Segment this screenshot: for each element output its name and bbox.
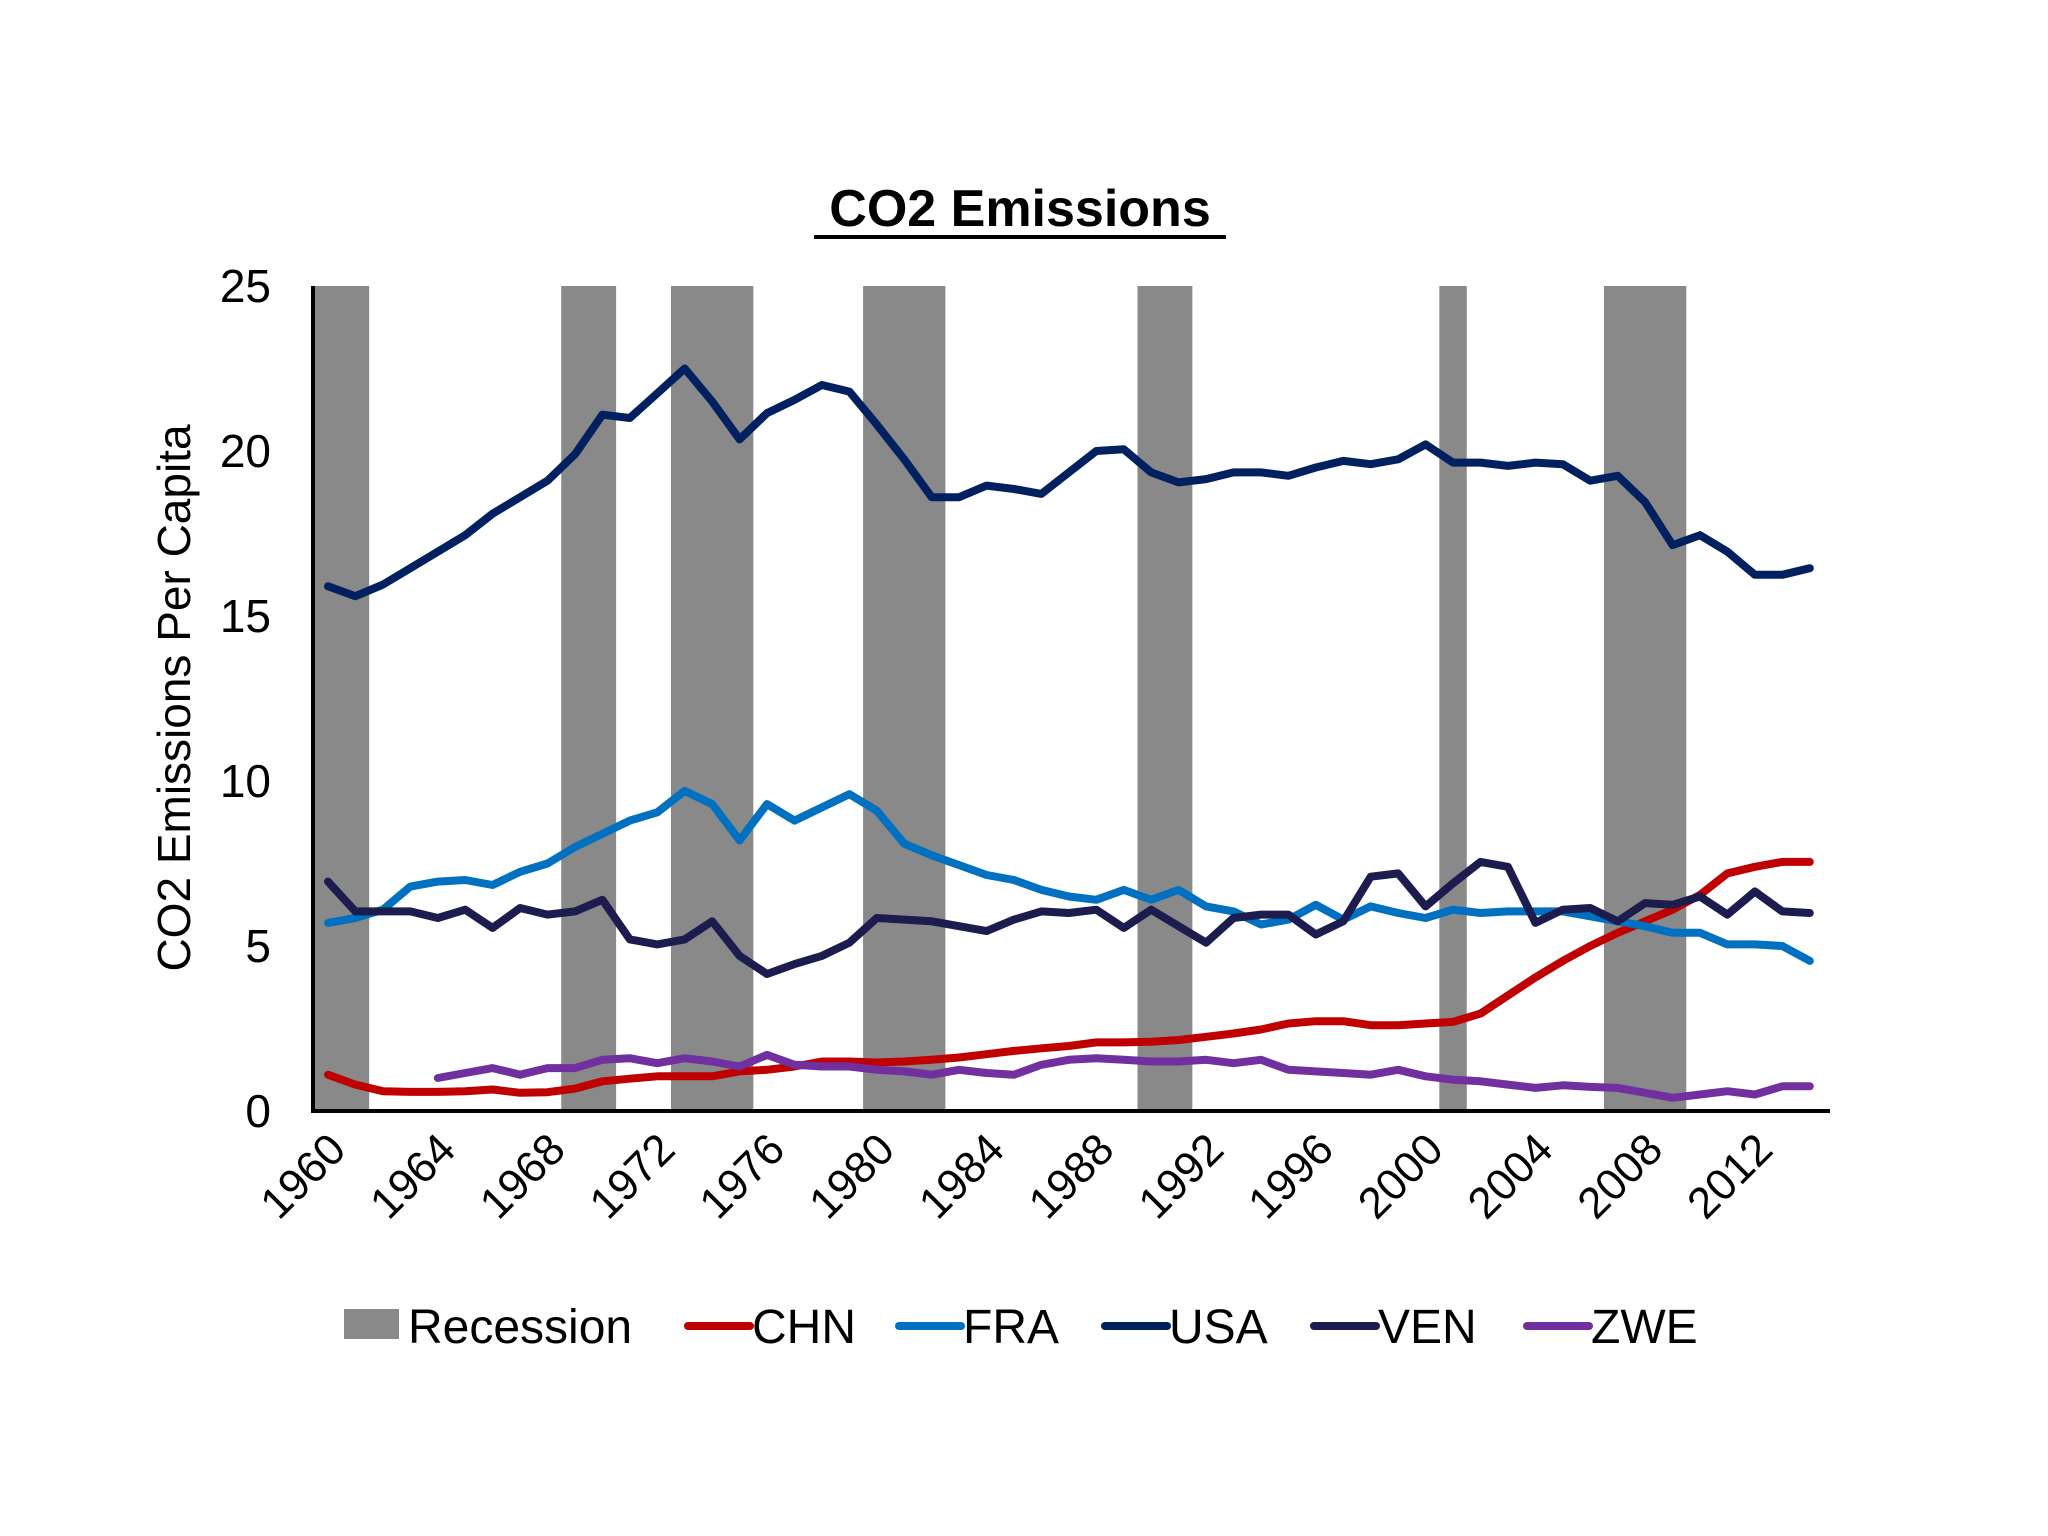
x-tick-label: 1968 <box>471 1124 575 1228</box>
recession-band-1980 <box>863 286 946 1111</box>
recession-band-1960 <box>315 286 370 1111</box>
legend-label-ven: VEN <box>1378 1301 1477 1354</box>
legend-label-zwe: ZWE <box>1591 1301 1698 1354</box>
recession-band-2007 <box>1603 286 1687 1111</box>
legend: Recession CHN FRA USA VEN ZWE <box>344 1301 1698 1354</box>
recession-band-1990 <box>1137 286 1193 1111</box>
series-lines <box>324 364 1814 1102</box>
x-axis-ticks: 1960 1964 1968 1972 1976 1980 1984 1988 1992 1996… <box>251 1124 1782 1228</box>
chart-title: CO2 Emissions <box>829 180 1210 238</box>
x-tick-label: 1992 <box>1129 1124 1233 1228</box>
recession-bands <box>315 286 1687 1111</box>
x-tick-label: 1960 <box>251 1124 355 1228</box>
y-tick-label: 20 <box>220 425 271 477</box>
series-line-zwe <box>433 1050 1814 1102</box>
legend-label-chn: CHN <box>752 1301 856 1354</box>
y-tick-label: 0 <box>245 1085 271 1137</box>
y-tick-label: 5 <box>245 920 271 972</box>
y-tick-label: 10 <box>220 755 271 807</box>
x-tick-label: 2012 <box>1678 1124 1782 1228</box>
x-tick-label: 1980 <box>800 1124 904 1228</box>
series-line-fra <box>324 786 1814 965</box>
recession-band-2001 <box>1439 286 1467 1111</box>
x-tick-label: 2004 <box>1459 1124 1563 1228</box>
recession-band-1969 <box>561 286 617 1111</box>
y-axis-label: CO2 Emissions Per Capita <box>148 424 200 971</box>
x-tick-label: 1988 <box>1020 1124 1124 1228</box>
legend-label-recession: Recession <box>408 1301 632 1354</box>
series-line-ven <box>324 857 1814 978</box>
y-axis-ticks: 0 5 10 15 20 25 <box>220 260 271 1137</box>
y-tick-label: 25 <box>220 260 271 312</box>
series-line-usa <box>324 364 1814 601</box>
x-tick-label: 1984 <box>910 1124 1014 1228</box>
x-tick-label: 1996 <box>1239 1124 1343 1228</box>
recession-band-1973 <box>671 286 754 1111</box>
legend-swatch-recession <box>344 1309 399 1339</box>
legend-label-fra: FRA <box>963 1301 1059 1354</box>
x-tick-label: 2008 <box>1568 1124 1672 1228</box>
x-tick-label: 1972 <box>580 1124 684 1228</box>
x-tick-label: 2000 <box>1349 1124 1453 1228</box>
x-tick-label: 1976 <box>690 1124 794 1228</box>
x-tick-label: 1964 <box>361 1124 465 1228</box>
y-tick-label: 15 <box>220 590 271 642</box>
legend-label-usa: USA <box>1169 1301 1268 1354</box>
series-line-chn <box>324 857 1814 1097</box>
